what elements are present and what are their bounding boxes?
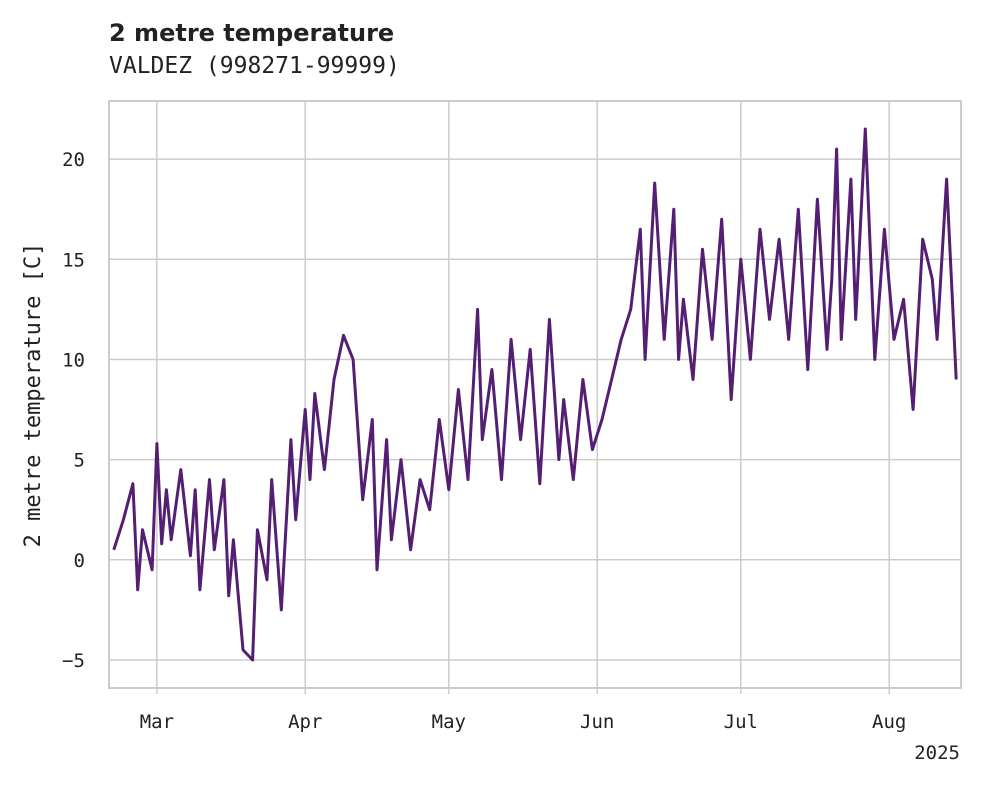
plot-area bbox=[112, 127, 958, 662]
x-tick-label: Aug bbox=[872, 711, 906, 733]
y-tick-label: 5 bbox=[74, 450, 85, 472]
x-tick-label: May bbox=[432, 711, 466, 733]
temperature-line bbox=[112, 127, 958, 662]
y-tick-label: 10 bbox=[62, 349, 85, 371]
chart-subtitle: VALDEZ (998271-99999) bbox=[109, 53, 400, 79]
y-tick-label: 20 bbox=[62, 149, 85, 171]
x-tick-label: Apr bbox=[288, 711, 322, 733]
y-axis-label: 2 metre temperature [C] bbox=[21, 243, 46, 548]
grid bbox=[109, 101, 961, 688]
x-tick-label: Jul bbox=[724, 711, 758, 733]
chart-title: 2 metre temperature bbox=[109, 19, 394, 47]
x-tick-label: Jun bbox=[580, 711, 614, 733]
plot-frame bbox=[108, 100, 962, 689]
y-tick-label: −5 bbox=[62, 650, 85, 672]
x-axis-year-label: 2025 bbox=[914, 742, 960, 764]
tick-labels: −5 0 5 10 15 20 Mar Apr May Jun Jul Aug bbox=[62, 149, 906, 733]
y-tick-label: 15 bbox=[62, 249, 85, 271]
y-tick-label: 0 bbox=[74, 550, 85, 572]
x-tick-label: Mar bbox=[140, 711, 174, 733]
